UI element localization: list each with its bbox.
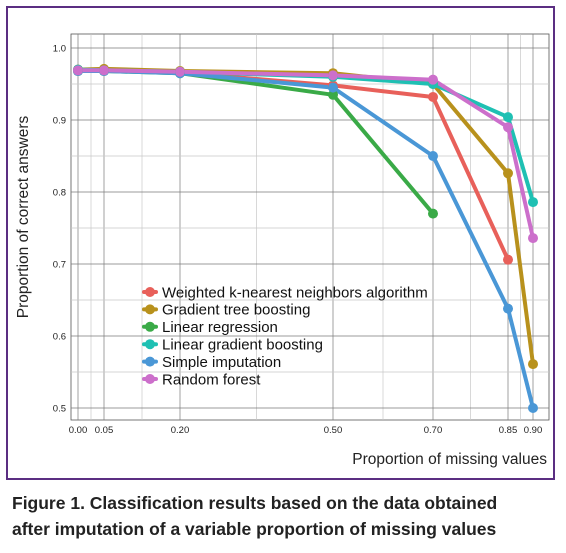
legend-swatch-point: [145, 304, 155, 315]
x-tick-label: 0.85: [499, 425, 518, 436]
series-layer: [73, 63, 538, 413]
y-tick-label: 0.5: [53, 404, 66, 415]
x-tick-label: 0.00: [69, 425, 88, 436]
legend-label: Linear regression: [162, 319, 278, 336]
grid-lines: [70, 33, 550, 421]
x-tick-label: 0.05: [95, 425, 114, 436]
y-tick-label: 1.0: [53, 44, 66, 55]
y-tick-label: 0.7: [53, 260, 66, 271]
data-point: [528, 403, 538, 413]
data-point: [428, 74, 438, 85]
data-point: [175, 66, 185, 77]
caption-line-2: after imputation of a variable proportio…: [12, 519, 497, 539]
data-point: [503, 122, 513, 133]
y-tick-label: 0.6: [53, 332, 66, 343]
data-point: [503, 112, 513, 123]
legend-swatch-point: [145, 321, 155, 332]
data-point: [528, 359, 538, 370]
line-chart: 0.5 0.6 0.7 0.8 0.9 1.0 0.00 0.05 0.20 0.50 0.70 0.…: [15, 33, 550, 469]
y-tick-label: 0.8: [53, 188, 66, 199]
legend-swatch-point: [145, 287, 155, 297]
data-point: [328, 82, 338, 93]
legend: Weighted k-nearest neighbors algorithmGr…: [142, 284, 428, 388]
data-point: [528, 197, 538, 208]
data-point: [328, 89, 338, 100]
legend-label: Weighted k-nearest neighbors algorithm: [162, 284, 428, 301]
figure-frame: 0.5 0.6 0.7 0.8 0.9 1.0 0.00 0.05 0.20 0.50 0.70 0.…: [6, 6, 555, 480]
data-point: [328, 70, 338, 81]
x-tick-label: 0.20: [171, 425, 190, 436]
data-point: [99, 65, 109, 76]
legend-swatch-point: [145, 339, 155, 350]
legend-label: Gradient tree boosting: [162, 302, 310, 319]
legend-label: Linear gradient boosting: [162, 337, 323, 354]
data-point: [428, 208, 438, 219]
legend-label: Simple imputation: [162, 354, 281, 371]
x-axis-title: Proportion of missing values: [352, 451, 547, 468]
data-point: [428, 151, 438, 161]
data-point: [428, 91, 438, 102]
data-point: [528, 233, 538, 244]
caption-line-1: Figure 1. Classification results based o…: [12, 493, 498, 513]
legend-label: Random forest: [162, 371, 261, 388]
y-tick-label: 0.9: [53, 116, 66, 127]
data-point: [503, 254, 513, 265]
data-point: [503, 168, 513, 179]
y-axis-title: Proportion of correct answers: [15, 116, 32, 319]
data-point: [503, 303, 513, 314]
axes: 0.5 0.6 0.7 0.8 0.9 1.0 0.00 0.05 0.20 0.50 0.70 0.…: [15, 44, 547, 469]
legend-swatch-point: [145, 374, 155, 384]
x-tick-label: 0.90: [524, 425, 543, 436]
data-point: [73, 65, 83, 76]
x-tick-label: 0.70: [424, 425, 443, 436]
series-line: [76, 68, 535, 241]
x-tick-label: 0.50: [324, 425, 343, 436]
plot-panel: [70, 33, 550, 421]
figure-caption: Figure 1. Classification results based o…: [12, 490, 558, 542]
legend-swatch-point: [145, 356, 155, 367]
